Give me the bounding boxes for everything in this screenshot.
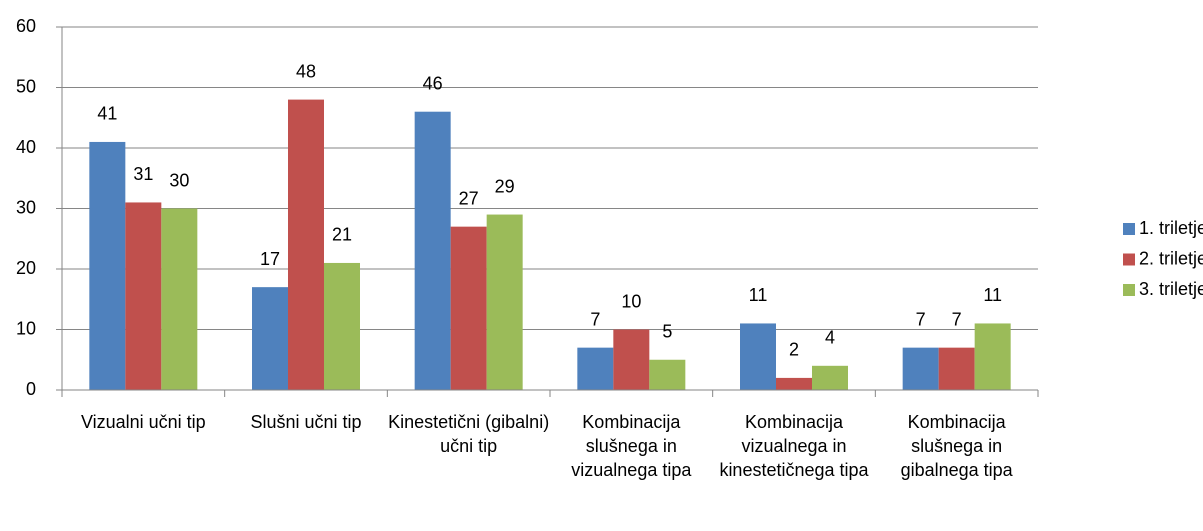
value-label: 31	[133, 164, 153, 184]
bar	[812, 365, 848, 390]
y-tick-label: 60	[16, 16, 36, 36]
legend-label: 2. triletje	[1139, 248, 1203, 268]
value-label: 27	[459, 188, 479, 208]
bar	[252, 287, 288, 390]
value-label: 46	[423, 73, 443, 93]
x-tick-label: Kombinacija slušnega in gibalnega tipa	[900, 412, 1013, 480]
bar	[938, 347, 975, 390]
y-tick-label: 40	[16, 137, 36, 157]
legend-swatch	[1123, 284, 1135, 296]
y-tick-label: 0	[26, 379, 36, 399]
legend-label: 3. triletje	[1139, 279, 1203, 299]
value-label: 10	[621, 291, 641, 311]
bar	[776, 377, 812, 390]
bar	[613, 329, 650, 390]
bar	[577, 347, 614, 390]
x-tick-label: Kombinacija vizualnega in kinestetičnega…	[719, 412, 869, 480]
bar	[740, 323, 776, 390]
bar	[974, 323, 1011, 390]
x-tick-label: Kinestetični (gibalni) učni tip	[388, 412, 550, 456]
value-label: 5	[662, 322, 672, 342]
value-label: 7	[952, 309, 962, 329]
value-label: 21	[332, 225, 352, 245]
bar	[324, 262, 360, 390]
value-label: 41	[97, 104, 117, 124]
bar	[450, 226, 487, 390]
x-tick-label: Slušni učni tip	[250, 412, 362, 432]
value-label: 11	[749, 285, 768, 305]
bar	[89, 141, 126, 390]
value-label: 7	[590, 309, 600, 329]
bar	[288, 99, 324, 390]
value-label: 11	[983, 285, 1002, 305]
bar	[125, 202, 162, 390]
y-tick-label: 20	[16, 258, 36, 278]
value-label: 7	[916, 309, 926, 329]
bar	[486, 214, 523, 390]
legend-label: 1. triletje	[1139, 218, 1203, 238]
value-label: 30	[169, 170, 189, 190]
x-tick-label: Vizualni učni tip	[80, 412, 206, 432]
x-tick-label: Kombinacija slušnega in vizualnega tipa	[571, 412, 692, 480]
value-label: 4	[825, 328, 835, 348]
value-label: 48	[296, 61, 316, 81]
value-label: 2	[789, 340, 799, 360]
value-label: 29	[495, 176, 515, 196]
bar	[161, 208, 198, 390]
bar	[902, 347, 939, 390]
y-tick-label: 50	[16, 76, 36, 96]
legend-swatch	[1123, 253, 1135, 266]
y-tick-label: 30	[16, 197, 36, 217]
y-tick-label: 10	[16, 318, 36, 338]
value-label: 17	[260, 249, 280, 269]
bar	[649, 359, 686, 390]
bar	[414, 111, 451, 390]
legend-swatch	[1123, 223, 1135, 235]
